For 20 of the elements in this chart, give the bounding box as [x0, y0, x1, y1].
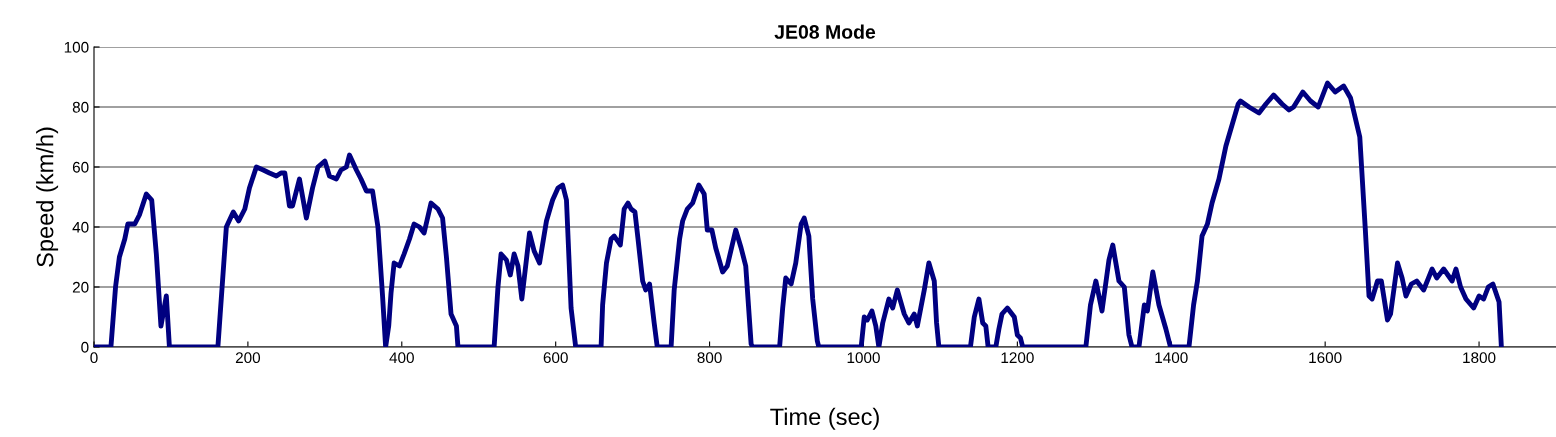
x-tick-label: 600	[543, 352, 568, 364]
x-tick-label: 1400	[1155, 352, 1188, 364]
x-tick-label: 200	[235, 352, 261, 364]
x-tick-label: 400	[389, 352, 414, 364]
x-tick-label: 0	[90, 352, 98, 364]
x-tick-label: 800	[697, 352, 722, 364]
y-tick-label: 100	[64, 41, 89, 53]
line-series	[94, 80, 1504, 347]
y-tick-label: 40	[72, 221, 89, 233]
chart-title: JE08 Mode	[774, 24, 876, 39]
x-tick-label: 1800	[1463, 352, 1496, 364]
x-tick-label: 1200	[1001, 352, 1034, 364]
y-axis-title: Speed (km/h)	[36, 127, 59, 267]
y-tick-label: 80	[72, 101, 89, 113]
y-tick-label: 20	[72, 281, 89, 293]
x-tick-label: 1600	[1309, 352, 1342, 364]
y-tick-label: 0	[81, 341, 89, 353]
x-axis-title: Time (sec)	[770, 407, 879, 430]
y-tick-label: 60	[72, 161, 89, 173]
x-tick-label: 1000	[847, 352, 880, 364]
